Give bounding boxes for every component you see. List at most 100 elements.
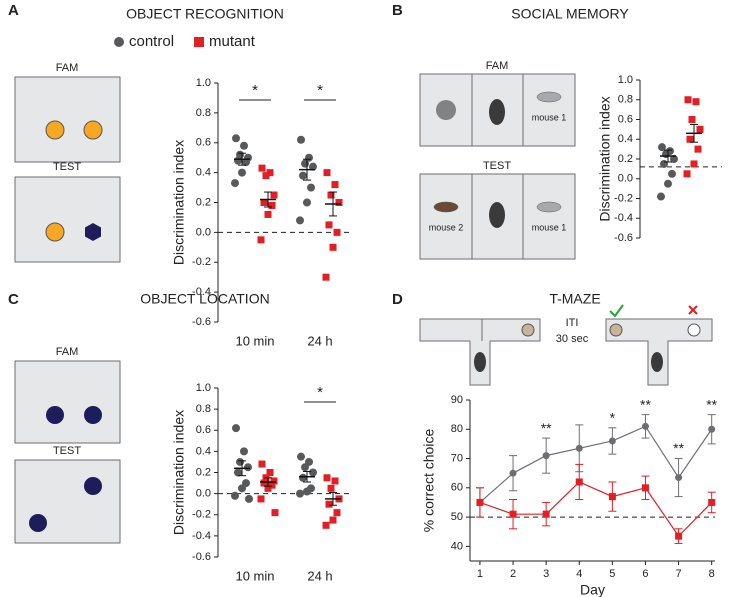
point	[575, 478, 583, 486]
y-tick-label: 0.4	[618, 133, 633, 145]
point	[708, 498, 716, 506]
dot	[322, 273, 330, 281]
dot	[696, 125, 704, 133]
object	[85, 223, 101, 241]
diagram-d: ITI 30 sec	[419, 304, 713, 386]
mouse-icon	[536, 201, 562, 213]
y-tick-label: -0.4	[192, 530, 211, 542]
y-tick-label: 0.4	[196, 167, 211, 179]
dot	[231, 491, 239, 500]
panel-letter: B	[392, 2, 403, 19]
y-tick-label: 0.0	[196, 488, 211, 500]
dot	[232, 134, 240, 143]
dot	[333, 228, 341, 236]
line	[479, 481, 713, 538]
mouse-icon	[651, 352, 663, 372]
object	[84, 477, 102, 495]
panel-title: SOCIAL MEMORY	[511, 6, 629, 22]
dot	[331, 477, 339, 485]
x-tick-label: 7	[676, 568, 682, 580]
point	[575, 444, 583, 452]
dot	[658, 143, 666, 152]
dot	[323, 169, 331, 177]
significance: **	[640, 396, 651, 412]
mouse-icon	[489, 99, 505, 125]
diagram-label: 30 sec	[556, 333, 589, 345]
y-axis-label: Discrimination index	[171, 410, 187, 535]
diagram-a: FAM TEST	[14, 62, 121, 263]
dot	[236, 457, 244, 466]
dot	[296, 216, 304, 225]
y-tick-label: -0.6	[192, 316, 211, 328]
dot	[325, 221, 333, 229]
x-axis-label: Day	[580, 582, 605, 597]
point	[542, 510, 550, 518]
legend-swatch	[114, 37, 124, 47]
dot	[683, 170, 691, 178]
dot	[329, 243, 337, 251]
dot	[266, 469, 274, 476]
object	[436, 100, 456, 120]
dot	[686, 135, 694, 143]
dot	[335, 199, 343, 206]
dot	[690, 160, 698, 168]
dot	[664, 179, 672, 188]
dot	[234, 156, 242, 165]
significance: *	[317, 384, 323, 401]
significance: *	[610, 410, 616, 426]
dot	[670, 155, 678, 163]
x-tick-label: 3	[543, 568, 549, 580]
mouse-icon	[489, 202, 505, 228]
object	[83, 120, 103, 140]
dot	[296, 489, 304, 498]
dot	[309, 162, 317, 171]
dot	[258, 460, 266, 468]
y-tick-label: 80	[451, 423, 463, 435]
legend-label: control	[129, 33, 174, 50]
y-tick-label: -0.2	[192, 256, 211, 268]
dot	[327, 191, 335, 199]
diagram-c: FAM TEST	[14, 346, 121, 544]
dot	[264, 484, 272, 492]
y-tick-label: -0.2	[614, 192, 633, 204]
cross-icon	[688, 305, 698, 315]
point	[542, 452, 550, 460]
dot	[240, 447, 248, 456]
dot	[688, 116, 696, 123]
dot	[231, 179, 239, 188]
x-tick-label: 10 min	[235, 333, 274, 348]
dot	[331, 181, 339, 189]
dot	[327, 484, 335, 492]
significance: **	[673, 440, 684, 456]
y-tick-label: 1.0	[618, 74, 633, 86]
diagram-label: FAM	[56, 346, 79, 358]
dot	[266, 169, 274, 177]
dot	[240, 141, 248, 150]
y-axis-label: % correct choice	[421, 429, 437, 533]
object	[521, 323, 535, 337]
mouse-icon	[433, 201, 459, 213]
dot	[270, 477, 278, 485]
diagram-label: TEST	[53, 445, 81, 457]
x-tick-label: 5	[609, 568, 615, 580]
object	[45, 120, 65, 140]
point	[608, 437, 616, 445]
legend-label: mutant	[209, 33, 256, 50]
dot	[303, 487, 311, 496]
y-tick-label: -0.2	[192, 509, 211, 521]
dot	[264, 210, 272, 218]
dot	[662, 150, 670, 159]
y-tick-label: 0.8	[196, 403, 211, 415]
mouse-icon	[536, 91, 562, 103]
diagram-label: mouse 1	[532, 222, 567, 232]
object	[29, 514, 47, 532]
x-tick-label: 10 min	[235, 568, 274, 583]
dot	[309, 468, 317, 477]
y-tick-label: 1.0	[196, 382, 211, 394]
y-tick-label: 90	[451, 394, 463, 406]
diagram-label: FAM	[56, 62, 79, 74]
dot	[297, 135, 305, 144]
y-tick-label: 0.0	[618, 173, 633, 185]
y-axis-label: Discrimination index	[597, 96, 613, 221]
y-tick-label: 40	[451, 540, 463, 552]
